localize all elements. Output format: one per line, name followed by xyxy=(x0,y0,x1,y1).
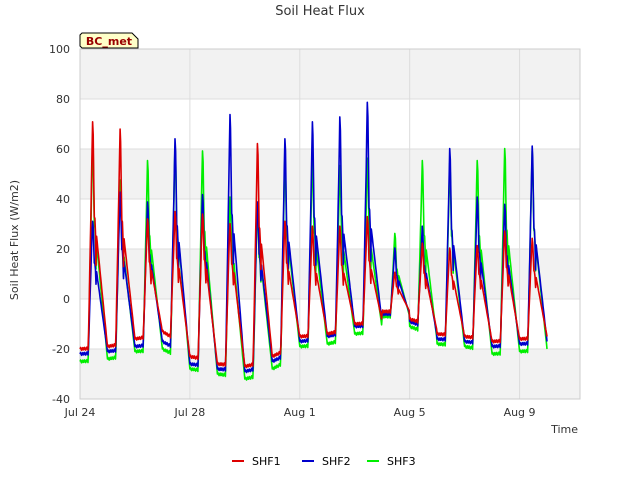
y-tick-label: -40 xyxy=(52,393,70,406)
x-tick-label: Aug 9 xyxy=(504,406,536,419)
plot-band xyxy=(80,249,580,299)
plot-bands xyxy=(80,49,580,399)
y-tick-label: -20 xyxy=(52,343,70,356)
series-layer xyxy=(79,101,548,381)
plot-band xyxy=(80,149,580,199)
series-line-shf1 xyxy=(79,121,548,369)
plot-area xyxy=(79,48,581,400)
y-tick-label: 0 xyxy=(63,293,70,306)
x-tick-label: Aug 5 xyxy=(394,406,426,419)
y-tick-label: 60 xyxy=(56,143,70,156)
y-tick-label: 100 xyxy=(49,43,70,56)
y-tick-label: 20 xyxy=(56,243,70,256)
y-axis-label: Soil Heat Flux (W/m2) xyxy=(8,180,21,300)
x-axis-label: Time xyxy=(550,423,578,436)
site-badge-box xyxy=(79,32,139,49)
y-tick-label: 40 xyxy=(56,193,70,206)
x-tick-label: Aug 1 xyxy=(284,406,316,419)
legend-label-shf3: SHF3 xyxy=(387,455,416,468)
x-tick-label: Jul 24 xyxy=(64,406,96,419)
site-badge-text: BC_met xyxy=(86,35,132,48)
plot-band xyxy=(80,49,580,99)
plot-band xyxy=(80,349,580,399)
legend-label-shf1: SHF1 xyxy=(252,455,281,468)
chart-title: Soil Heat Flux xyxy=(275,4,365,19)
x-axis-ticks: Jul 24 Jul 28 Aug 1 Aug 5 Aug 9 xyxy=(64,406,536,419)
legend: SHF1 SHF2 SHF3 xyxy=(232,455,416,468)
y-tick-label: 80 xyxy=(56,93,70,106)
y-axis-ticks: -40 -20 0 20 40 60 80 100 xyxy=(49,43,70,406)
legend-label-shf2: SHF2 xyxy=(322,455,351,468)
site-badge: BC_met xyxy=(79,32,139,49)
x-tick-label: Jul 28 xyxy=(174,406,206,419)
